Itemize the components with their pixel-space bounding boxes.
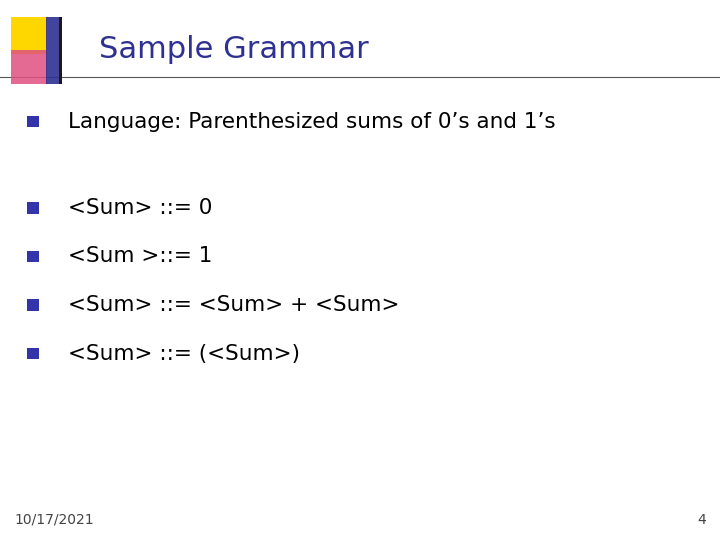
FancyBboxPatch shape xyxy=(27,251,39,262)
FancyBboxPatch shape xyxy=(27,116,39,127)
Text: 4: 4 xyxy=(697,512,706,526)
Text: <Sum> ::= 0: <Sum> ::= 0 xyxy=(68,198,213,218)
Text: <Sum> ::= <Sum> + <Sum>: <Sum> ::= <Sum> + <Sum> xyxy=(68,295,400,315)
Text: Language: Parenthesized sums of 0’s and 1’s: Language: Parenthesized sums of 0’s and … xyxy=(68,111,556,132)
FancyBboxPatch shape xyxy=(27,299,39,311)
Text: Sample Grammar: Sample Grammar xyxy=(99,35,369,64)
Text: <Sum> ::= (<Sum>): <Sum> ::= (<Sum>) xyxy=(68,343,300,364)
Text: <Sum >::= 1: <Sum >::= 1 xyxy=(68,246,213,267)
Text: 10/17/2021: 10/17/2021 xyxy=(14,512,94,526)
FancyBboxPatch shape xyxy=(27,202,39,214)
FancyBboxPatch shape xyxy=(27,348,39,360)
